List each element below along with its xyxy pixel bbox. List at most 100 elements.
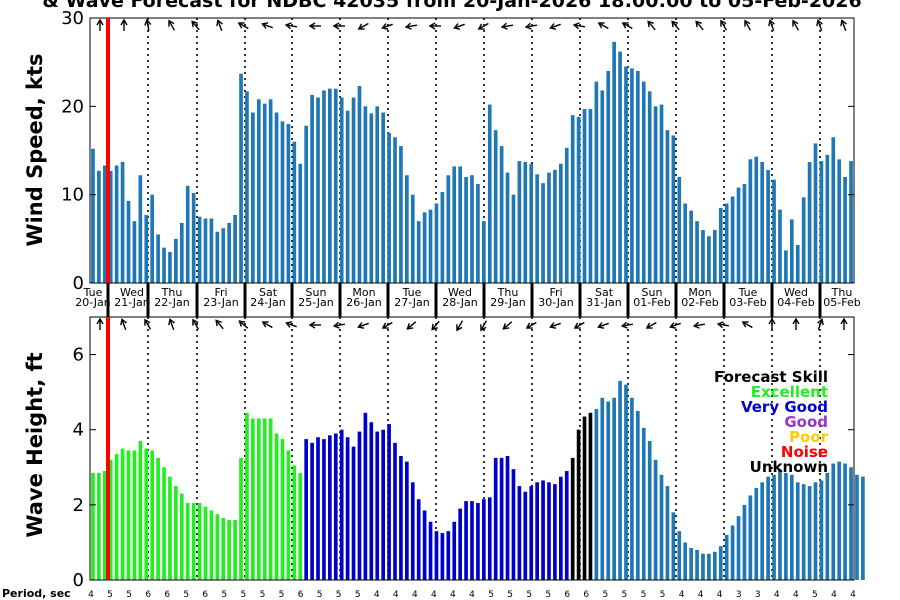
direction-arrow [816, 19, 823, 31]
period-value: 6 [145, 590, 151, 600]
wind-bar [624, 66, 628, 283]
wind-bar [718, 207, 723, 283]
wave-bar [304, 439, 308, 580]
wind-bar [369, 113, 374, 284]
direction-arrow [453, 23, 465, 30]
wave-bar [861, 476, 865, 580]
wave-bar [322, 439, 326, 580]
direction-arrow [597, 322, 609, 329]
period-label: Period, sec [2, 587, 71, 600]
wind-bar [766, 169, 770, 283]
period-value: 5 [260, 590, 266, 600]
wind-bar [387, 132, 391, 283]
date-label: 28-Jan [442, 296, 478, 309]
direction-arrow [357, 22, 369, 30]
wind-bar [671, 135, 676, 283]
wind-bar [310, 94, 314, 283]
wind-bar [132, 221, 137, 283]
day-of-week-label: Sun [642, 286, 663, 299]
wind-bar [126, 200, 131, 283]
day-of-week-label: Wed [784, 286, 808, 299]
wind-bar [647, 91, 652, 283]
direction-arrow [308, 321, 321, 329]
wave-bar [162, 467, 166, 580]
wind-bar [179, 222, 184, 283]
wave-bar [659, 474, 664, 580]
direction-arrow [192, 318, 200, 330]
period-value: 5 [526, 590, 532, 600]
wind-bar [594, 81, 599, 283]
day-of-week-label: Tue [738, 286, 758, 299]
wave-bar [784, 472, 788, 580]
period-value: 5 [355, 590, 361, 600]
y-tick-label: 4 [73, 420, 84, 441]
wind-bar [144, 214, 149, 283]
wave-bar [185, 502, 190, 580]
y-tick-label: 2 [73, 495, 84, 516]
day-of-week-label: Wed [448, 286, 472, 299]
wave-bar [138, 440, 143, 580]
wave-bar [712, 551, 717, 580]
wave-bar [440, 533, 445, 580]
wind-bar [630, 68, 634, 283]
wave-bar [174, 486, 178, 580]
direction-arrow [332, 22, 345, 30]
wind-bar [120, 161, 125, 283]
wind-bar [357, 86, 362, 284]
wind-bar [517, 161, 522, 283]
legend-entry: Unknown [750, 458, 828, 476]
wave-bar [801, 484, 806, 580]
period-value: 6 [298, 590, 304, 600]
direction-arrow [792, 19, 800, 31]
date-label: 23-Jan [203, 296, 239, 309]
wind-bar [410, 194, 415, 283]
wind-bar [316, 97, 320, 283]
y-tick-label: 0 [73, 570, 84, 591]
wind-bar [499, 146, 504, 283]
wave-bar [724, 534, 729, 580]
wind-bar [576, 116, 581, 284]
direction-arrow [120, 18, 128, 31]
direction-arrow [96, 18, 104, 31]
wind-bar [262, 103, 267, 284]
direction-arrow [671, 20, 680, 31]
period-value: 5 [241, 590, 247, 600]
day-of-week-label: Thu [497, 286, 519, 299]
wave-bar [102, 471, 107, 580]
period-value: 4 [774, 590, 780, 600]
direction-arrow [216, 19, 223, 31]
wind-bar [251, 112, 255, 284]
wave-bar [251, 418, 255, 580]
wave-bar [499, 457, 504, 580]
wave-bar [588, 412, 593, 580]
wind-bar [754, 156, 759, 283]
direction-arrow [645, 321, 657, 329]
wind-bar [328, 88, 332, 283]
wind-bar [825, 154, 830, 283]
wave-bar [422, 510, 427, 580]
wave-bar [108, 459, 113, 580]
period-value: 6 [164, 590, 170, 600]
direction-arrow [817, 318, 824, 330]
wave-bar [766, 476, 770, 580]
wind-bar [209, 218, 214, 283]
wave-bar [333, 433, 338, 580]
direction-arrow [768, 19, 775, 31]
wave-bar [813, 482, 818, 580]
wave-bar [570, 457, 575, 580]
wave-bar [286, 450, 291, 580]
direction-arrow [524, 22, 538, 30]
wave-bar [795, 482, 800, 580]
wave-bar [630, 397, 634, 580]
wind-bar [665, 130, 670, 283]
wave-bar [215, 514, 220, 580]
wind-bar [618, 51, 622, 283]
y-tick-label: 0 [73, 273, 84, 294]
wave-bar [671, 512, 676, 580]
wave-bar [428, 521, 433, 580]
wave-bar [511, 469, 516, 580]
day-of-week-label: Thu [161, 286, 183, 299]
wave-bar [730, 525, 735, 580]
wave-bar [150, 450, 155, 580]
